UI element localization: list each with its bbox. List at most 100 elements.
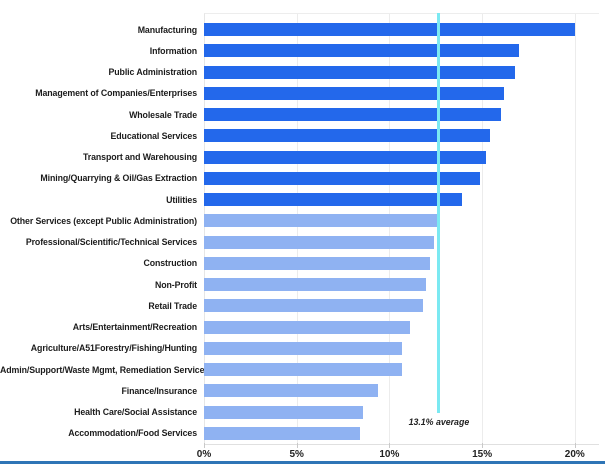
bar: [204, 256, 431, 270]
category-label: Information: [149, 45, 197, 56]
bar-row: Information: [0, 40, 605, 61]
category-label: Utilities: [166, 194, 197, 205]
bar-track: [204, 384, 605, 398]
category-label: Arts/Entertainment/Recreation: [72, 322, 197, 333]
bar-track: [204, 108, 605, 122]
category-label: Educational Services: [110, 130, 198, 141]
category-label: Retail Trade: [148, 300, 197, 311]
bar-row: Professional/Scientific/Technical Servic…: [0, 232, 605, 253]
category-label: Non-Profit: [155, 279, 197, 290]
bar: [204, 363, 403, 377]
category-label: Mining/Quarrying & Oil/Gas Extraction: [40, 173, 197, 184]
category-label: Admin/Support/Waste Mgmt, Remediation Se…: [0, 364, 210, 375]
plot-area: [204, 13, 599, 445]
bar: [204, 278, 427, 292]
category-label: Construction: [143, 258, 197, 269]
bar-row: Health Care/Social Assistance: [0, 402, 605, 423]
bar-track: [204, 65, 605, 79]
bar-row: Management of Companies/Enterprises: [0, 83, 605, 104]
bar-row: Other Services (except Public Administra…: [0, 210, 605, 231]
bar-row: Agriculture/A51Forestry/Fishing/Hunting: [0, 338, 605, 359]
bar-track: [204, 23, 605, 37]
axis-tick: [389, 443, 391, 448]
gridline: [296, 14, 298, 444]
bar-track: [204, 426, 605, 440]
category-label: Professional/Scientific/Technical Servic…: [25, 237, 197, 248]
bar: [204, 65, 516, 79]
bar-track: [204, 171, 605, 185]
bar-track: [204, 86, 605, 100]
axis-tick: [574, 443, 576, 448]
bar-row: Admin/Support/Waste Mgmt, Remediation Se…: [0, 359, 605, 380]
bar: [204, 86, 505, 100]
bar: [204, 341, 403, 355]
bottom-border-rule: [0, 461, 605, 464]
bar-track: [204, 320, 605, 334]
category-label: Management of Companies/Enterprises: [35, 88, 197, 99]
bar: [204, 214, 438, 228]
bar-track: [204, 299, 605, 313]
bar-track: [204, 214, 605, 228]
bar-row: Wholesale Trade: [0, 104, 605, 125]
bar-row: Manufacturing: [0, 19, 605, 40]
gridline: [482, 14, 484, 444]
bar: [204, 171, 481, 185]
axis-tick-label: 20%: [564, 449, 585, 460]
bar: [204, 108, 501, 122]
bar: [204, 193, 462, 207]
bar: [204, 299, 423, 313]
bar: [204, 129, 490, 143]
bar: [204, 384, 379, 398]
bar-row: Construction: [0, 253, 605, 274]
gridline: [389, 14, 391, 444]
category-label: Accommodation/Food Services: [68, 428, 197, 439]
bar-row: Mining/Quarrying & Oil/Gas Extraction: [0, 168, 605, 189]
axis-tick-label: 0%: [196, 449, 212, 460]
category-label: Wholesale Trade: [129, 109, 197, 120]
bar-row: Utilities: [0, 189, 605, 210]
bar: [204, 150, 486, 164]
bar-track: [204, 129, 605, 143]
bars-container: Manufacturing Information Public Administr…: [0, 19, 605, 444]
bar-track: [204, 278, 605, 292]
bar-row: Educational Services: [0, 125, 605, 146]
bar-track: [204, 405, 605, 419]
category-label: Agriculture/A51Forestry/Fishing/Hunting: [30, 343, 197, 354]
bar-row: Retail Trade: [0, 295, 605, 316]
category-label: Transport and Warehousing: [83, 152, 197, 163]
bar: [204, 320, 410, 334]
bar: [204, 23, 575, 37]
average-line: [437, 13, 441, 413]
category-label: Health Care/Social Assistance: [74, 407, 197, 418]
bar-track: [204, 44, 605, 58]
axis-tick: [482, 443, 484, 448]
category-label: Other Services (except Public Administra…: [10, 215, 197, 226]
gridline: [574, 14, 576, 444]
average-line-label: 13.1% average: [408, 417, 470, 427]
bar-track: [204, 193, 605, 207]
category-label: Finance/Insurance: [121, 385, 197, 396]
bar-row: Arts/Entertainment/Recreation: [0, 317, 605, 338]
axis-tick-label: 5%: [289, 449, 304, 460]
bar: [204, 44, 520, 58]
bar-row: Non-Profit: [0, 274, 605, 295]
bar-row: Finance/Insurance: [0, 380, 605, 401]
bar-track: [204, 256, 605, 270]
bar-track: [204, 150, 605, 164]
bar-row: Public Administration: [0, 62, 605, 83]
bar-row: Transport and Warehousing: [0, 147, 605, 168]
category-label: Manufacturing: [137, 24, 197, 35]
bar: [204, 426, 360, 440]
axis-tick: [296, 443, 298, 448]
axis-tick-label: 10%: [379, 449, 400, 460]
bar: [204, 235, 434, 249]
bar-row: Accommodation/Food Services: [0, 423, 605, 444]
bar-track: [204, 341, 605, 355]
axis-tick-label: 15%: [472, 449, 493, 460]
bar: [204, 405, 364, 419]
bar-track: [204, 235, 605, 249]
bar-track: [204, 363, 605, 377]
category-label: Public Administration: [108, 67, 198, 78]
axis-tick: [204, 443, 205, 448]
